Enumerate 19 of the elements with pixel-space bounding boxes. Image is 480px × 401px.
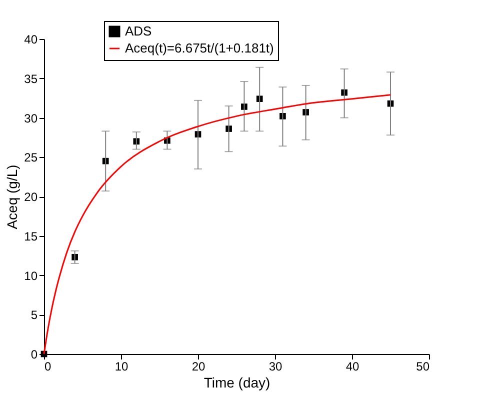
y-tick-label: 35 xyxy=(24,72,38,86)
x-tick-label: 20 xyxy=(192,360,206,374)
legend-label: Aceq(t)=6.675t/(1+0.181t) xyxy=(125,40,274,56)
x-tick-label: 0 xyxy=(44,360,52,374)
x-axis-title: Time (day) xyxy=(204,374,270,390)
x-tick-label: 30 xyxy=(268,360,282,374)
y-tick-label: 40 xyxy=(24,32,38,46)
y-axis-title: Aceq (g/L) xyxy=(4,164,20,230)
y-tick-label: 25 xyxy=(24,150,38,165)
y-tick-label: 0 xyxy=(30,348,38,362)
legend-label: ADS xyxy=(125,24,152,38)
x-tick-label: 50 xyxy=(416,360,430,374)
y-tick-label: 5 xyxy=(30,308,38,322)
y-tick-label: 10 xyxy=(24,268,38,283)
y-tick-label: 20 xyxy=(24,190,38,204)
x-tick-label: 10 xyxy=(114,360,128,374)
y-tick-label: 15 xyxy=(24,229,38,244)
x-tick-label: 40 xyxy=(346,360,360,374)
y-tick-label: 30 xyxy=(24,111,38,126)
